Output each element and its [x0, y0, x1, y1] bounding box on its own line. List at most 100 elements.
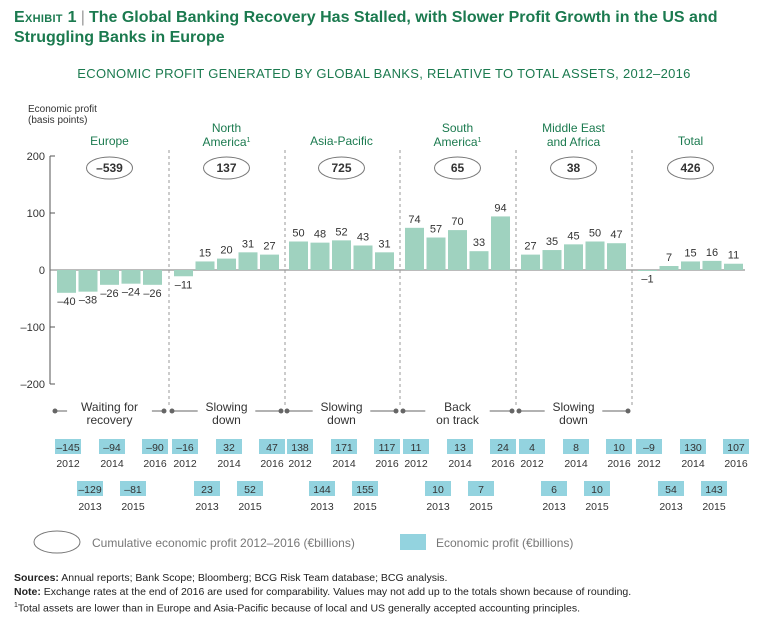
cumulative-value: 38	[567, 161, 581, 175]
trend-label: Back	[444, 400, 472, 414]
billions-value: 10	[613, 442, 625, 454]
bar-value-label: –40	[57, 296, 75, 308]
bar	[100, 270, 119, 285]
year-label: 2014	[564, 458, 588, 470]
bar	[289, 241, 308, 270]
exhibit-label: Exhibit 1	[14, 9, 77, 26]
trend-dot-left	[400, 408, 406, 414]
billions-value: –90	[146, 442, 164, 454]
bar-value-label: 50	[589, 228, 601, 240]
y-tick-label: –100	[21, 322, 45, 334]
trend-label: Slowing	[205, 400, 247, 414]
bar	[332, 240, 351, 270]
billions-value: 52	[244, 484, 256, 496]
y-axis-label: Economic profit	[28, 104, 97, 115]
trend-dot-left	[169, 408, 175, 414]
group-name-line2: America1	[203, 135, 251, 149]
billions-box	[658, 481, 684, 496]
trend-label-line2: recovery	[86, 413, 132, 427]
billions-value: 54	[665, 484, 677, 496]
year-label: 2012	[637, 458, 661, 470]
billions-value: 155	[356, 484, 374, 496]
bar	[724, 263, 743, 270]
trend-label: Waiting for	[81, 400, 138, 414]
bar-value-label: 43	[357, 231, 369, 243]
bar-value-label: 31	[242, 238, 254, 250]
bar	[57, 270, 76, 293]
year-label: 2012	[173, 458, 197, 470]
year-label: 2013	[195, 501, 219, 513]
trend-dot-right	[509, 408, 515, 414]
bar-value-label: 35	[546, 236, 558, 248]
legend-box-icon	[400, 534, 426, 550]
trend-label: Slowing	[552, 400, 594, 414]
footnote-marker: 1	[247, 137, 251, 144]
group-name-line2: America1	[434, 135, 482, 149]
billions-box	[723, 439, 749, 454]
year-label: 2014	[681, 458, 705, 470]
y-tick-label: 100	[27, 208, 45, 220]
billions-box	[120, 481, 146, 496]
y-axis-label-units: (basis points)	[28, 115, 87, 126]
billions-value: –129	[78, 484, 102, 496]
year-label: 2012	[288, 458, 312, 470]
billions-box	[55, 439, 81, 454]
exhibit-title-text: The Global Banking Recovery Has Stalled,…	[14, 9, 718, 46]
billions-box	[259, 439, 285, 454]
year-label: 2014	[217, 458, 241, 470]
billions-box	[99, 439, 125, 454]
billions-box	[447, 439, 473, 454]
trend-dot-left	[284, 408, 290, 414]
bar	[375, 252, 394, 270]
billions-box	[331, 439, 357, 454]
billions-value: 138	[291, 442, 309, 454]
year-label: 2012	[520, 458, 544, 470]
bar	[564, 244, 583, 270]
bar	[469, 251, 489, 270]
group-name: Total	[678, 134, 703, 148]
bar	[607, 243, 626, 270]
year-label: 2013	[659, 501, 683, 513]
bar	[78, 270, 98, 292]
bar	[426, 237, 446, 270]
bar	[121, 270, 141, 284]
billions-box	[237, 481, 263, 496]
billions-value: 23	[201, 484, 213, 496]
cumulative-ellipse	[203, 156, 250, 180]
footnote-line: 1Total assets are lower than in Europe a…	[14, 602, 580, 615]
billions-box	[606, 439, 632, 454]
bar-value-label: –1	[641, 274, 653, 286]
bar	[681, 261, 700, 270]
billions-box	[287, 439, 313, 454]
billions-box	[172, 439, 198, 454]
cumulative-value: 426	[680, 161, 700, 175]
bar-value-label: 45	[567, 230, 579, 242]
footnote-marker: 1	[478, 137, 482, 144]
bar-value-label: 47	[610, 229, 622, 241]
group-name: South	[442, 121, 473, 135]
trend-dot-right	[161, 408, 167, 414]
y-tick-label: –200	[21, 379, 45, 391]
year-label: 2015	[238, 501, 262, 513]
bar-value-label: 33	[473, 237, 485, 249]
bar-value-label: 94	[494, 202, 506, 214]
billions-box	[309, 481, 335, 496]
billions-box	[374, 439, 400, 454]
year-label: 2014	[448, 458, 472, 470]
trend-dot-right	[625, 408, 631, 414]
billions-box	[352, 481, 378, 496]
group-name-line2: and Africa	[547, 135, 601, 149]
year-label: 2014	[332, 458, 356, 470]
billions-box	[563, 439, 589, 454]
cumulative-ellipse	[667, 156, 714, 180]
chart: Economic profit(basis points) 200 100 0 –100…	[21, 104, 749, 554]
bar	[659, 266, 679, 270]
bar	[143, 270, 162, 285]
year-label: 2016	[260, 458, 284, 470]
billions-value: 8	[573, 442, 579, 454]
cumulative-ellipse	[318, 156, 365, 180]
trend-label-line2: down	[559, 413, 588, 427]
billions-box	[636, 439, 662, 454]
legend-ellipse-icon	[33, 530, 81, 554]
bar-value-label: 27	[263, 241, 275, 253]
